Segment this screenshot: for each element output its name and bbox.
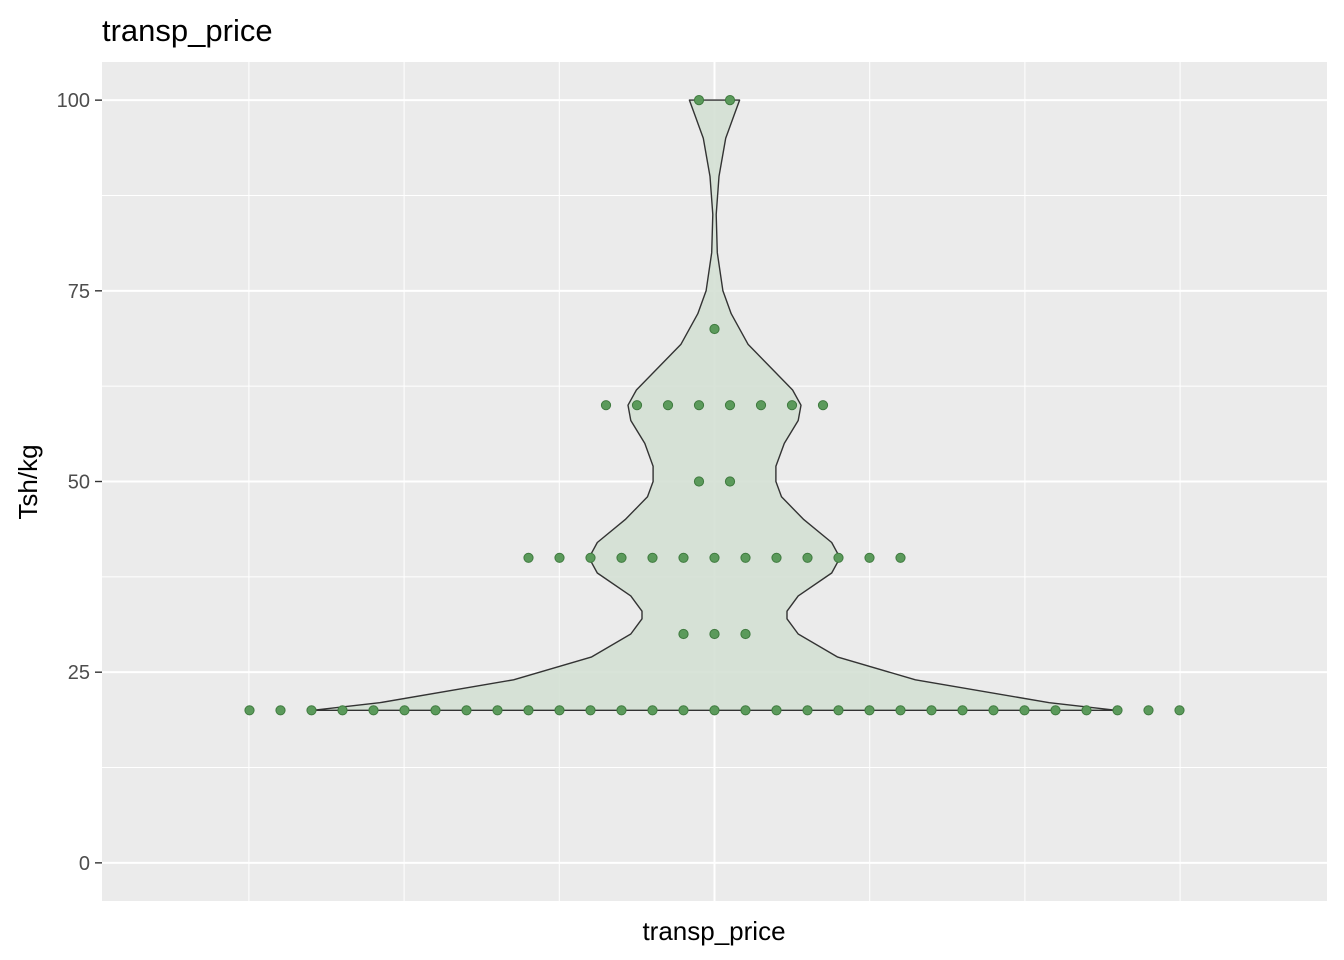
data-point	[724, 476, 736, 487]
y-tick-label: 0	[79, 853, 90, 875]
data-point	[709, 705, 720, 716]
data-point	[724, 95, 736, 106]
data-point	[833, 552, 844, 563]
data-point	[1019, 705, 1030, 716]
data-point	[833, 705, 844, 716]
data-point	[802, 705, 813, 716]
data-point	[895, 705, 906, 716]
y-axis-title: Tsh/kg	[13, 444, 43, 519]
data-point	[755, 400, 767, 411]
data-point	[678, 628, 689, 640]
data-point	[430, 705, 441, 716]
data-point	[523, 705, 534, 716]
data-point	[817, 400, 829, 411]
data-point	[1143, 705, 1154, 716]
data-point	[554, 705, 565, 716]
y-axis: 0 25 50 75 100	[57, 90, 102, 875]
data-point	[895, 552, 906, 563]
y-tick-label: 25	[68, 662, 90, 684]
data-point	[585, 705, 596, 716]
chart-title: transp_price	[102, 13, 273, 48]
data-point	[306, 705, 317, 716]
data-point	[1081, 705, 1092, 716]
data-point	[492, 705, 503, 716]
data-point	[662, 400, 674, 411]
data-point	[647, 552, 658, 563]
violin-shape	[312, 99, 1117, 711]
data-point	[693, 95, 705, 106]
data-point	[1112, 705, 1123, 716]
data-point	[275, 705, 286, 716]
data-point	[926, 705, 937, 716]
data-point	[616, 552, 627, 563]
data-point	[631, 400, 643, 411]
data-point	[771, 705, 782, 716]
data-point	[709, 628, 720, 640]
data-point	[461, 705, 472, 716]
data-points	[244, 95, 1185, 716]
violin-layer	[312, 99, 1117, 711]
data-point	[1050, 705, 1061, 716]
data-point	[678, 705, 689, 716]
data-point	[693, 476, 705, 487]
data-point	[709, 552, 720, 563]
data-point	[368, 705, 379, 716]
data-point	[864, 552, 875, 563]
data-point	[724, 400, 736, 411]
data-point	[616, 705, 627, 716]
data-point	[740, 705, 751, 716]
data-point	[957, 705, 968, 716]
data-point	[740, 552, 751, 563]
data-point	[678, 552, 689, 563]
data-point	[399, 705, 410, 716]
data-point	[709, 323, 720, 335]
data-point	[864, 705, 875, 716]
data-point	[771, 552, 782, 563]
data-point	[337, 705, 348, 716]
y-tick-label: 75	[68, 281, 90, 303]
data-point	[523, 552, 534, 563]
data-point	[988, 705, 999, 716]
data-point	[786, 400, 798, 411]
data-point	[244, 705, 255, 716]
data-point	[802, 552, 813, 563]
y-tick-label: 50	[68, 472, 90, 494]
data-point	[740, 628, 751, 640]
data-point	[647, 705, 658, 716]
data-point	[585, 552, 596, 563]
data-point	[554, 552, 565, 563]
y-tick-label: 100	[57, 90, 90, 112]
data-point	[1174, 705, 1185, 716]
data-point	[693, 400, 705, 411]
x-axis-title: transp_price	[642, 916, 785, 946]
data-point	[600, 400, 612, 411]
